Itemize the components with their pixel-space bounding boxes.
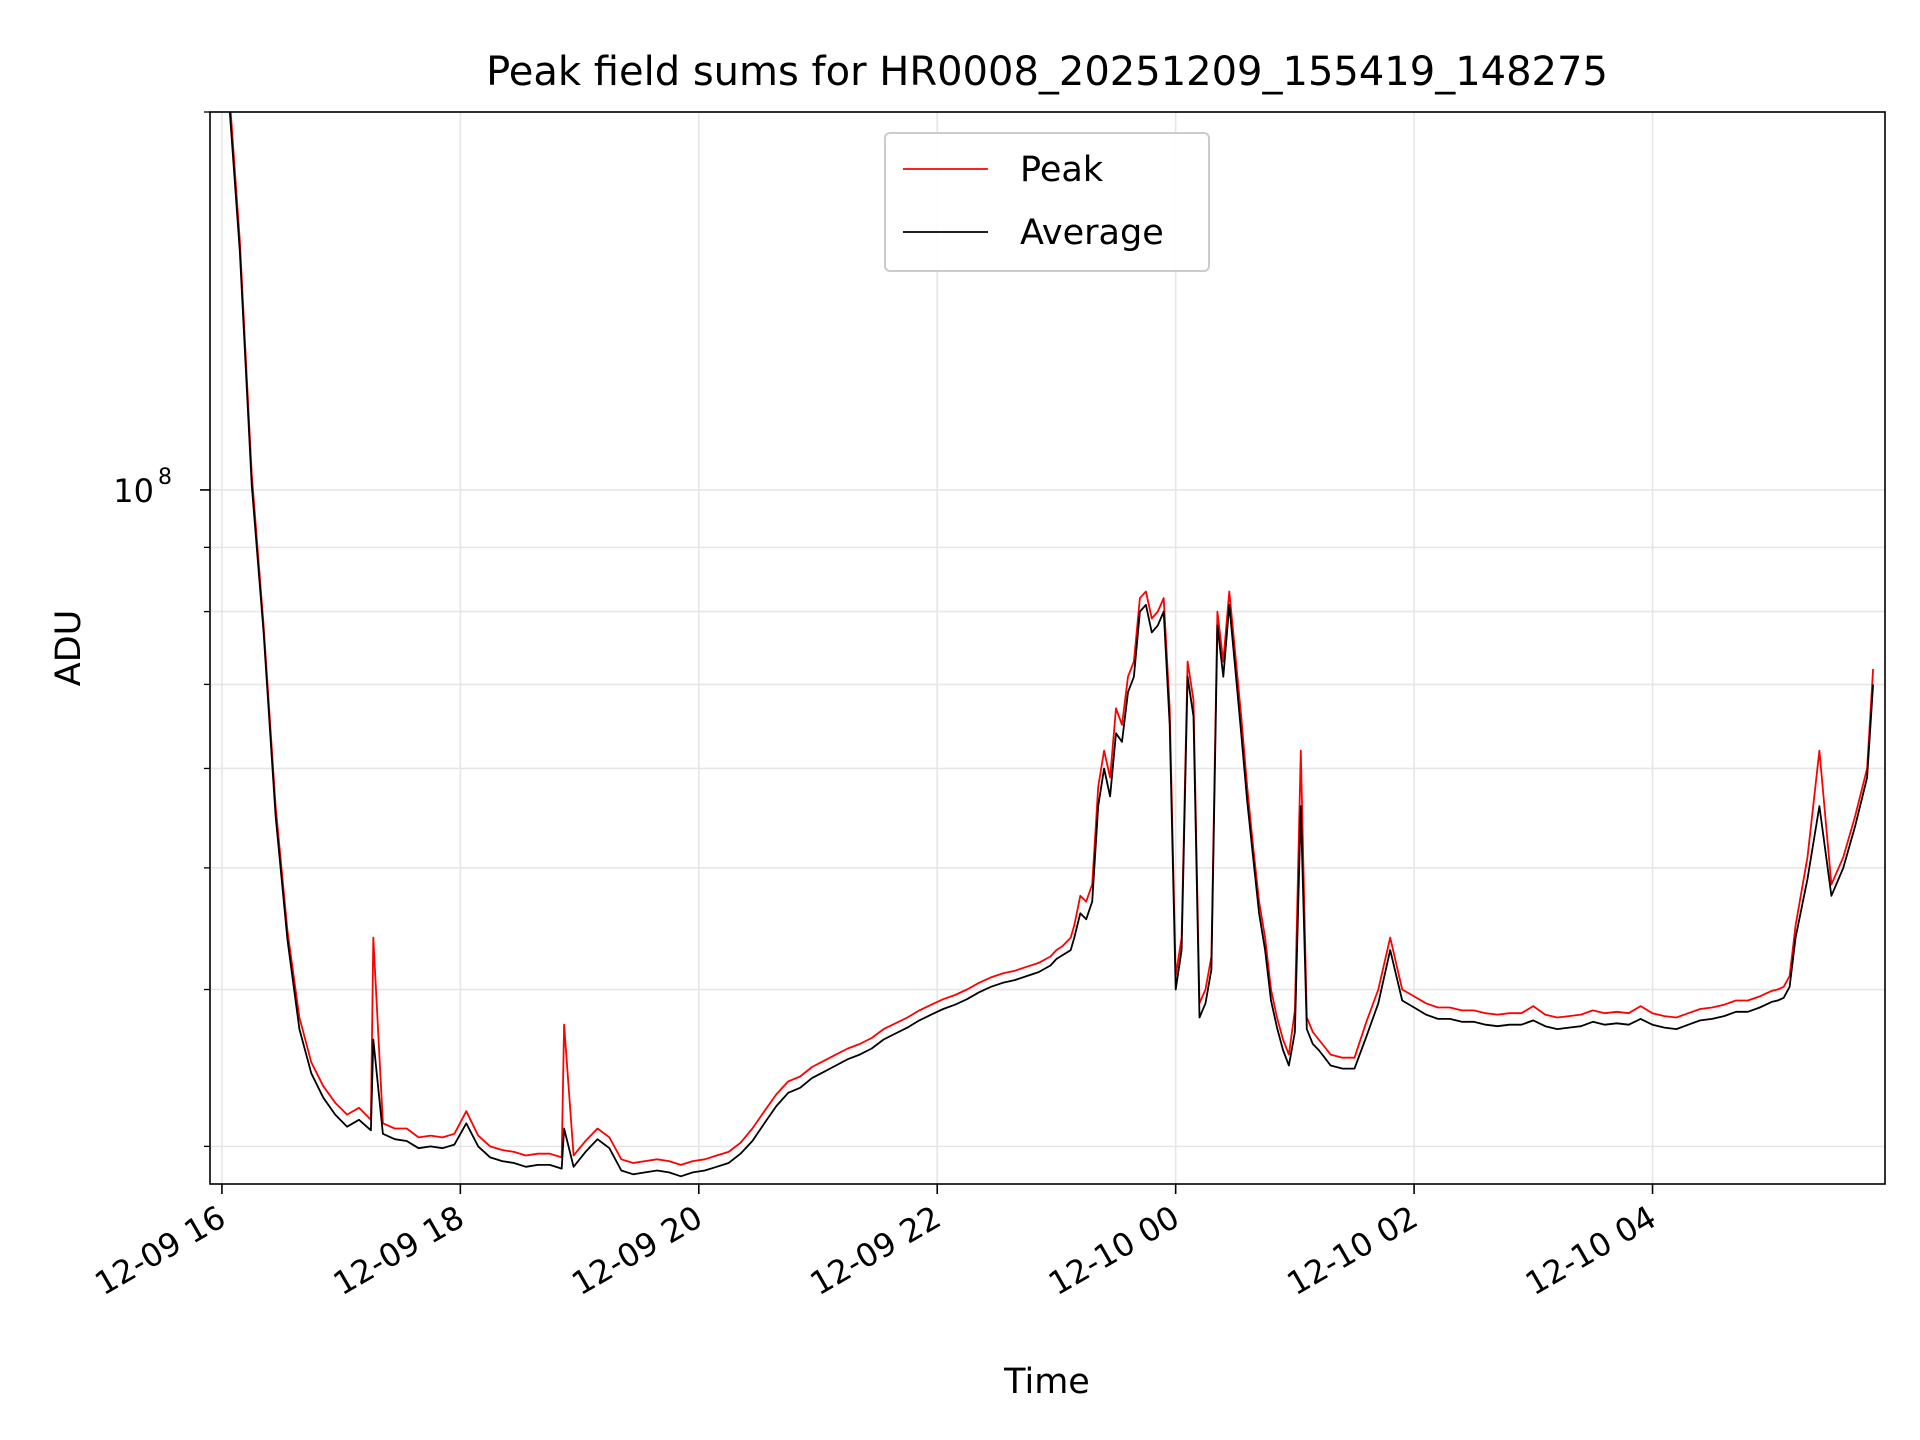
legend-box — [884, 132, 1210, 272]
legend: Peak Average — [884, 132, 1210, 272]
y-axis-ticks: 10 8 — [113, 111, 210, 1148]
series-line-peak — [229, 112, 1874, 1166]
y-tick-label-base: 10 — [113, 472, 154, 510]
plot-area — [210, 112, 1885, 1184]
plot-frame — [209, 111, 1886, 1185]
y-axis-label: ADU — [49, 610, 89, 687]
data-series — [228, 112, 1874, 1178]
y-tick-label-exponent: 8 — [158, 465, 172, 490]
y-tick-label: 10 8 — [113, 465, 172, 510]
x-axis-label: Time — [1003, 1362, 1090, 1402]
series-line-average — [228, 112, 1874, 1178]
grid — [210, 111, 1885, 1184]
legend-average-label: Average — [1020, 213, 1164, 253]
chart-title: Peak field sums for HR0008_20251209_1554… — [486, 49, 1608, 95]
legend-peak-label: Peak — [1020, 150, 1104, 190]
